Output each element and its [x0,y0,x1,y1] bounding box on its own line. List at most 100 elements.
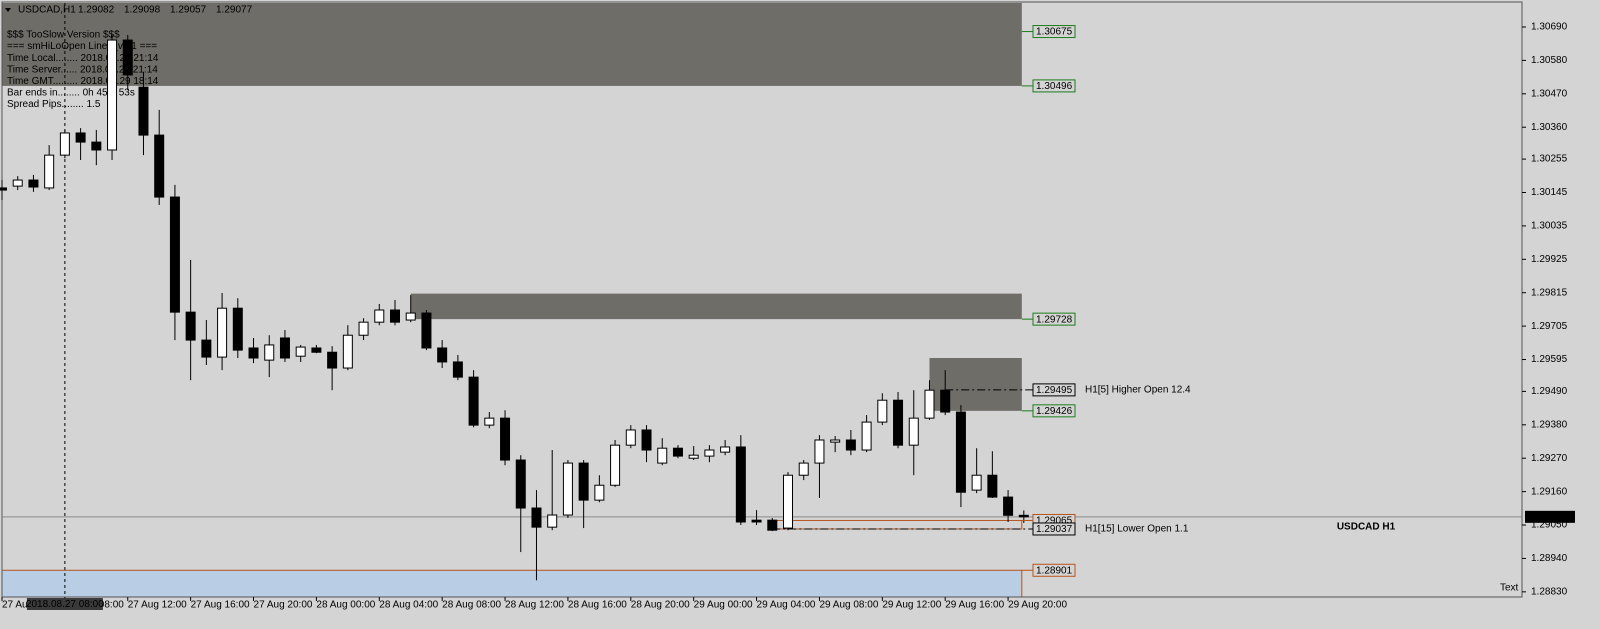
candle-body [672,447,683,457]
info-line: Time Local........ 2018.08.29 21:14 [7,53,159,64]
candle-body [657,447,668,464]
candle-body [594,484,605,501]
chart-title: USDCAD,H1 [18,5,76,16]
level-label: 1.30675 [1036,27,1073,38]
candle-body [342,334,353,369]
candle-body [500,417,511,461]
y-tick-label: 1.29595 [1531,354,1568,365]
candle-body [279,337,290,359]
candle-body [75,132,86,143]
candle-body [264,344,275,361]
candle-body [908,417,919,446]
candle-body [531,507,542,528]
x-tick-label: 28 Aug 12:00 [505,600,564,611]
level-label: 1.29495 [1036,385,1073,396]
candle-body [248,347,259,359]
x-tick-label: 27 Aug 12:00 [128,600,187,611]
candle-body [1003,496,1014,516]
level-label: 1.29426 [1036,406,1073,417]
candle-body [955,411,966,493]
candle-body [625,429,636,446]
header-value: 1.29098 [124,5,161,16]
candle-body [421,312,432,349]
y-tick-label: 1.29050 [1531,520,1568,531]
candle-body [374,309,385,323]
candle-body [1018,514,1029,518]
x-tick-label: 28 Aug 00:00 [316,600,375,611]
candle-body [91,141,102,151]
candle-body [893,399,904,446]
y-tick-label: 1.29705 [1531,321,1568,332]
bid-box [1525,510,1575,523]
candle-body [122,39,133,76]
candle-body [390,309,400,323]
y-tick-label: 1.30035 [1531,221,1568,232]
candle-body [358,321,369,336]
level-label: 1.29037 [1036,524,1073,535]
level-box [1032,522,1076,536]
level-box [1032,404,1076,418]
candle-body [201,339,212,358]
candle-body [971,474,982,491]
candle-body [232,307,243,351]
menu-arrow [5,8,11,12]
candle-body [515,459,526,509]
axis-area [1523,0,1600,629]
x-tick-label: 27 Aug 16:00 [191,600,250,611]
candle-body [798,462,809,476]
candle-body [185,311,196,341]
candle-body [484,417,495,426]
y-tick-label: 1.30145 [1531,187,1568,198]
y-tick-label: 1.28830 [1531,586,1568,597]
x-tick-label: 29 Aug 00:00 [694,600,753,611]
candle-body [327,351,338,369]
header-value: 1.29057 [170,5,207,16]
candle-body [452,361,463,378]
candle-body [107,39,118,151]
y-tick-label: 1.28940 [1531,553,1568,564]
level-box [1032,563,1076,577]
y-tick-label: 1.30360 [1531,122,1568,133]
level-note: H1[15] Lower Open 1.1 [1085,524,1189,535]
candle-body [814,439,825,464]
info-line: $$$ TooSlow Version $$$ [7,30,120,41]
x-tick-label: 29 Aug 16:00 [945,600,1004,611]
candle-body [610,444,621,486]
candle-body [861,421,872,451]
level-note: H1[5] Higher Open 12.4 [1085,385,1191,396]
candle-body [924,389,935,419]
candle-body [154,134,165,198]
candle-body [720,446,731,453]
crosshair-box [26,598,103,610]
candle-body [437,347,448,363]
candle-body [59,132,70,156]
info-line: Time Server...... 2018.08.29 21:14 [7,64,158,75]
level-box [1032,312,1076,326]
header-value: 1.29077 [216,5,253,16]
x-tick-label: 28 Aug 04:00 [379,600,438,611]
candle-body [169,196,180,313]
level-label: 1.30496 [1036,81,1073,92]
plot-layer [1,3,1023,598]
candle-body [877,399,888,423]
level-label: 1.29065 [1036,516,1073,527]
zone [410,293,1022,320]
crosshair-label: 2018.08.27 08:00 [26,599,104,610]
x-tick-label: 29 Aug 08:00 [819,600,878,611]
y-tick-label: 1.30580 [1531,55,1568,66]
candle-body [468,376,479,426]
candle-body [28,179,39,188]
x-tick-label: 28 Aug 16:00 [568,600,627,611]
info-line: Time GMT......... 2018.08.29 18:14 [7,76,159,87]
plot-frame [1,1,1523,598]
candle-body [547,514,558,528]
y-tick-label: 1.29160 [1531,486,1568,497]
y-tick-label: 1.29925 [1531,254,1568,265]
candle-body [138,86,149,136]
x-tick-label: 28 Aug 08:00 [442,600,501,611]
candle-body [767,519,778,531]
candle-body [578,462,589,501]
x-tick-label: 29 Aug 20:00 [1008,600,1067,611]
